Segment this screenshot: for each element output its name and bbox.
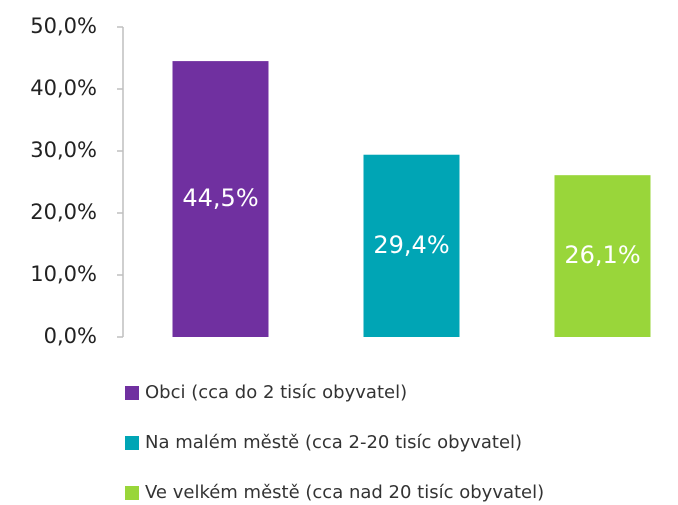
y-tick-label: 0,0% (44, 324, 97, 348)
legend-swatch (125, 386, 139, 400)
bar (554, 175, 651, 337)
y-tick-label: 50,0% (30, 14, 97, 38)
legend-label: Na malém městě (cca 2-20 tisíc obyvatel) (145, 432, 522, 453)
legend-swatch (125, 436, 139, 450)
value-label: 44,5% (182, 184, 258, 212)
legend-swatch (125, 486, 139, 500)
value-label: 29,4% (373, 231, 449, 259)
value-label: 26,1% (564, 241, 640, 269)
y-tick-label: 30,0% (30, 138, 97, 162)
legend-label: Obci (cca do 2 tisíc obyvatel) (145, 382, 407, 403)
y-tick-label: 10,0% (30, 262, 97, 286)
y-tick-label: 20,0% (30, 200, 97, 224)
legend-label: Ve velkém městě (cca nad 20 tisíc obyvat… (145, 482, 544, 503)
bar (363, 154, 460, 337)
bar (172, 61, 269, 337)
y-tick-label: 40,0% (30, 76, 97, 100)
